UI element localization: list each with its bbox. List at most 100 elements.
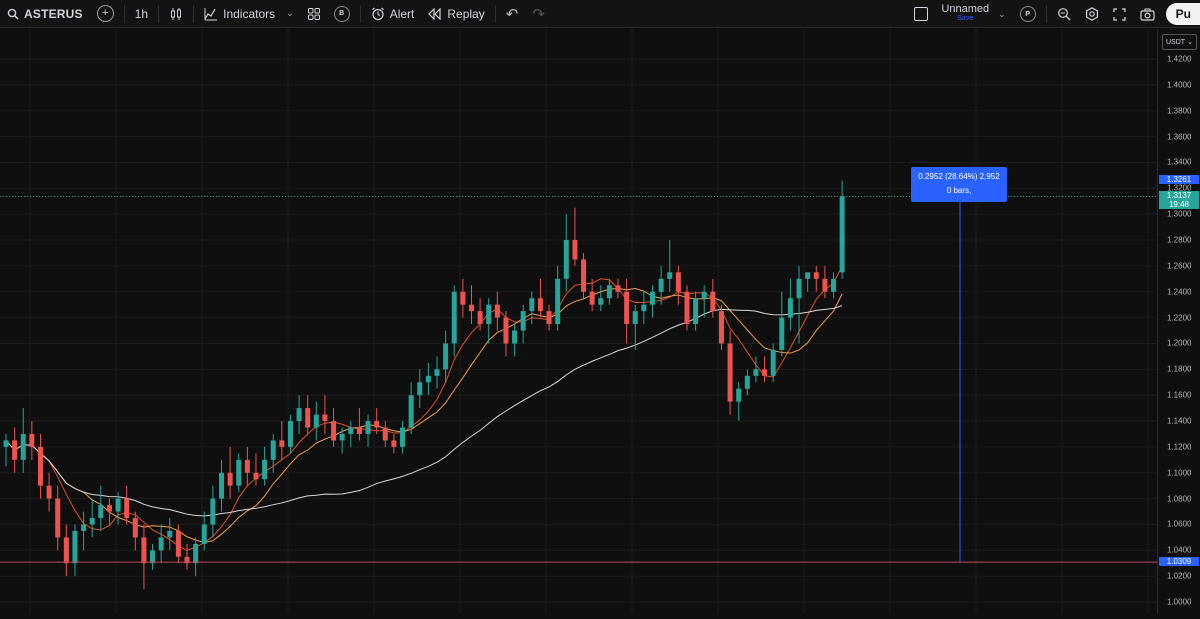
chevron-down-icon: ⌄ (286, 8, 294, 18)
undo-button[interactable]: ↶ (499, 0, 526, 27)
candle-body (356, 427, 362, 434)
quick-search-button[interactable] (1050, 0, 1078, 28)
gear-icon (1085, 7, 1098, 21)
replay-button[interactable]: Replay (421, 0, 491, 27)
candle-body (606, 285, 612, 299)
profile-badge-button[interactable]: P (1013, 0, 1043, 28)
candle-body (270, 440, 276, 460)
candle-body (98, 505, 104, 519)
candle-body (210, 498, 216, 525)
candle-body (193, 543, 199, 564)
candlestick-chart[interactable] (0, 29, 1157, 614)
axis-tick-label: 1.3200 (1167, 183, 1192, 193)
candle-body (374, 421, 380, 428)
save-link[interactable]: Save (957, 15, 974, 22)
alert-button[interactable]: Alert (364, 0, 422, 27)
candle-body (770, 349, 776, 376)
candle-body (822, 278, 828, 292)
target-price-label: 1.3261 (1159, 175, 1199, 185)
alarm-clock-icon (371, 7, 384, 20)
divider (158, 4, 160, 23)
indicators-button[interactable]: Indicators ⌄ (197, 0, 301, 27)
candle-body (244, 459, 250, 473)
search-icon (7, 8, 19, 19)
candle-body (12, 440, 18, 460)
chart-pane[interactable]: 0.2952 (28.64%) 2,952 0 bars, (0, 29, 1157, 614)
candle-body (331, 421, 337, 441)
axis-tick-label: 1.4000 (1167, 80, 1192, 90)
axis-tick-label: 1.2400 (1167, 287, 1192, 297)
candle-body (805, 272, 811, 279)
divider (359, 4, 361, 23)
templates-badge: B (333, 5, 350, 22)
candle-body (253, 472, 259, 480)
candle-body (279, 440, 285, 447)
measure-bars: 0 bars, (946, 186, 972, 195)
axis-tick-label: 1.2200 (1167, 313, 1192, 323)
candle-body (29, 433, 35, 447)
candle-body (391, 440, 397, 447)
axis-tick-label: 1.1200 (1167, 442, 1192, 452)
axis-tick-label: 1.2800 (1167, 235, 1192, 245)
chart-type-button[interactable] (162, 0, 190, 27)
last-price-label: 1.3137 19:48 (1159, 191, 1199, 210)
ma-fast-line (5, 265, 843, 551)
fullscreen-icon (1113, 7, 1126, 21)
candle-body (313, 414, 319, 428)
candle-body (322, 414, 328, 422)
candle-body (658, 278, 664, 292)
axis-tick-label: 1.3400 (1167, 157, 1192, 167)
candle-body (184, 556, 190, 564)
fullscreen-button[interactable] (1106, 0, 1133, 28)
candle-body (684, 291, 690, 325)
axis-tick-label: 1.0800 (1167, 494, 1192, 504)
currency-selector[interactable]: USDT ⌄ (1162, 34, 1197, 50)
publish-label: Pu (1175, 7, 1191, 21)
candle-body (675, 272, 681, 292)
interval-button[interactable]: 1h (128, 0, 155, 27)
redo-button[interactable]: ↷ (525, 0, 552, 27)
symbol-search[interactable]: ASTERUS (0, 0, 90, 27)
settings-button[interactable] (1078, 0, 1106, 28)
snapshot-button[interactable] (1133, 0, 1162, 28)
candle-body (141, 537, 147, 564)
candle-body (641, 304, 647, 312)
candle-body (72, 530, 78, 564)
candle-body (339, 433, 345, 441)
candle-body (779, 317, 785, 350)
compare-symbol-button[interactable]: + (90, 0, 121, 27)
candle-body (589, 291, 595, 305)
ma-slow-line (5, 305, 843, 517)
chevron-down-icon: ⌄ (998, 8, 1006, 19)
price-axis[interactable]: USDT ⌄ 1.4200 1.4000 1.3800 1.3600 1.3400 1.3… (1157, 29, 1200, 614)
axis-tick-label: 1.0000 (1167, 597, 1192, 607)
candle-body (736, 388, 742, 402)
candle-body (537, 298, 543, 312)
candle-body (167, 530, 173, 538)
candle-body (632, 311, 638, 325)
layout-button[interactable]: Unnamed Save ⌄ (907, 0, 1012, 28)
candle-body (813, 272, 819, 279)
horizontal-line-price-label: 1.0309 (1159, 557, 1199, 567)
candle-body (115, 498, 121, 512)
candle-body (150, 550, 156, 564)
candle-body (667, 272, 673, 279)
bar-countdown: 19:48 (1168, 200, 1190, 210)
indicators-icon (204, 7, 218, 20)
chart-overlays (0, 179, 1157, 563)
publish-button[interactable]: Pu (1165, 3, 1200, 25)
candle-body (520, 311, 526, 331)
symbol-name: ASTERUS (24, 6, 83, 21)
candle-body (753, 369, 759, 376)
axis-tick-label: 1.2000 (1167, 338, 1192, 348)
candle-body (305, 408, 311, 428)
candle-body (175, 530, 181, 557)
axis-tick-label: 1.0200 (1167, 571, 1192, 581)
templates-badge-button[interactable]: B (327, 0, 357, 27)
candle-body (81, 524, 87, 531)
candle-body (831, 278, 837, 292)
templates-button[interactable] (301, 0, 327, 27)
measure-tooltip: 0.2952 (28.64%) 2,952 0 bars, (911, 167, 1007, 202)
axis-tick-label: 1.3000 (1167, 209, 1192, 219)
top-toolbar: ASTERUS + 1h Indicators ⌄ (0, 0, 1200, 28)
